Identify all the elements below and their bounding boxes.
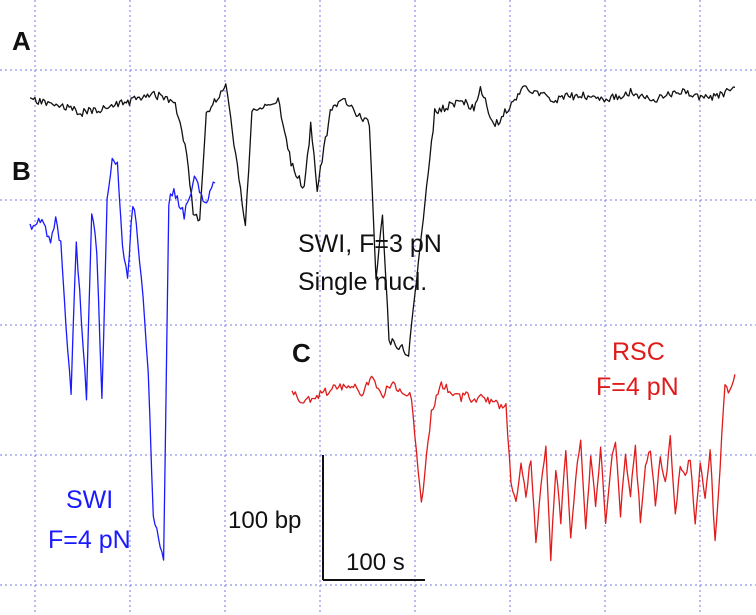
trace-b [29,157,216,561]
scale-bar-x-label: 100 s [346,549,405,576]
annotation-c-line2: F=4 pN [596,373,679,401]
trace-a [29,83,736,357]
trace-line-b [29,157,216,561]
trace-line-a [29,83,736,357]
annotation-b-line2: F=4 pN [48,526,131,554]
trace-c [291,374,736,562]
panel-letter-c: C [292,338,311,368]
scale-bar-y-label: 100 bp [228,507,301,534]
annotation-a-line2: Single nucl. [298,268,427,296]
panel-letter-a: A [12,26,31,56]
scale-bar: 100 bp 100 s [228,455,425,581]
annotation-a-line1: SWI, F=3 pN [298,230,442,258]
annotation-b-line1: SWI [66,486,113,514]
annotation-c-line1: RSC [612,338,665,366]
panel-letter-b: B [12,156,31,186]
trace-line-c [291,374,736,562]
